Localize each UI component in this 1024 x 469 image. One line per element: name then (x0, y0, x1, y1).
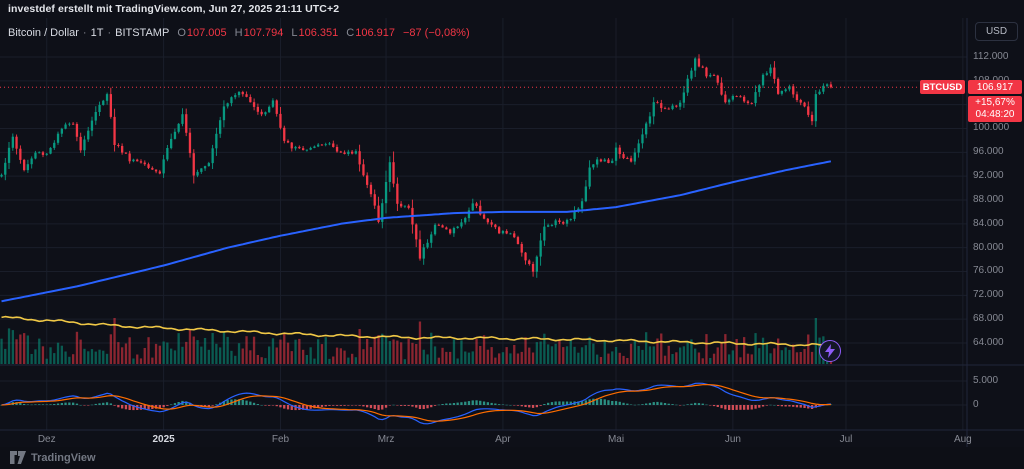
legend-separator: · (82, 27, 87, 39)
open-label: O (177, 27, 186, 39)
indicator-axis-label: 0 (973, 399, 979, 410)
time-axis-label: Mai (607, 434, 625, 445)
quick-action-button[interactable] (819, 340, 841, 362)
change-value: −87 (−0,08%) (402, 27, 470, 39)
price-axis-label: 92.000 (973, 170, 1004, 182)
tradingview-logo[interactable]: TradingView (10, 451, 96, 464)
time-axis-label: Aug (953, 434, 972, 445)
symbol-price-chip: BTCUSD (920, 80, 965, 95)
price-axis-label: 88.000 (973, 193, 1004, 205)
high-value: 107.794 (243, 27, 284, 39)
tradingview-logo-icon (10, 451, 26, 464)
price-axis-label: 84.000 (973, 217, 1004, 229)
open-value: 107.005 (186, 27, 227, 39)
footer-bar: TradingView (0, 447, 1024, 469)
close-label: C (346, 27, 355, 39)
legend-interval[interactable]: 1T (90, 27, 104, 39)
low-value: 106.351 (298, 27, 339, 39)
close-value: 106.917 (355, 27, 395, 39)
legend-exchange[interactable]: BITSTAMP (115, 27, 170, 39)
price-axis-label: 72.000 (973, 289, 1004, 301)
time-axis-label: 2025 (152, 434, 175, 445)
attribution-text: investdef erstellt mit TradingView.com, … (8, 3, 340, 15)
currency-usd-button[interactable]: USD (975, 22, 1018, 41)
last-price-badge[interactable]: 106.917 (968, 80, 1022, 95)
time-axis-label: Jun (724, 434, 741, 445)
change-countdown-badge: +15,67% 04:48:20 (968, 96, 1022, 123)
price-axis-label: 68.000 (973, 313, 1004, 325)
price-axis-label: 112.000 (973, 51, 1009, 62)
time-scale[interactable]: Dez 2025 Feb Mrz Apr Mai Jun Jul Aug (0, 431, 972, 447)
low-label: L (291, 27, 298, 39)
high-label: H (234, 27, 243, 39)
chart-area: Bitcoin / Dollar · 1T · BITSTAMP O107.005 H107… (0, 18, 1024, 447)
symbol-legend[interactable]: Bitcoin / Dollar · 1T · BITSTAMP O107.005 H107… (8, 27, 470, 39)
attribution-bar: investdef erstellt mit TradingView.com, … (0, 0, 1024, 18)
time-axis-label: Feb (271, 434, 290, 445)
tradingview-brand-text: TradingView (31, 451, 96, 464)
lightning-icon (825, 344, 835, 358)
legend-symbol[interactable]: Bitcoin / Dollar (8, 27, 79, 39)
time-axis-label: Dez (37, 434, 56, 445)
change-percent: +15,67% (975, 97, 1015, 109)
time-axis-label: Jul (839, 434, 853, 445)
bar-countdown: 04:48:20 (975, 109, 1015, 121)
legend-separator: · (107, 27, 112, 39)
price-axis-label: 76.000 (973, 265, 1004, 277)
price-axis-label: 80.000 (973, 241, 1004, 253)
price-axis-label: 96.000 (973, 146, 1004, 158)
chart-canvas[interactable] (0, 18, 1024, 447)
price-axis-label: 64.000 (973, 336, 1004, 348)
time-axis-label: Mrz (377, 434, 395, 445)
price-axis-label: 100.000 (973, 122, 1010, 134)
time-axis-label: Apr (495, 434, 511, 445)
indicator-axis-label: 5.000 (973, 375, 999, 386)
